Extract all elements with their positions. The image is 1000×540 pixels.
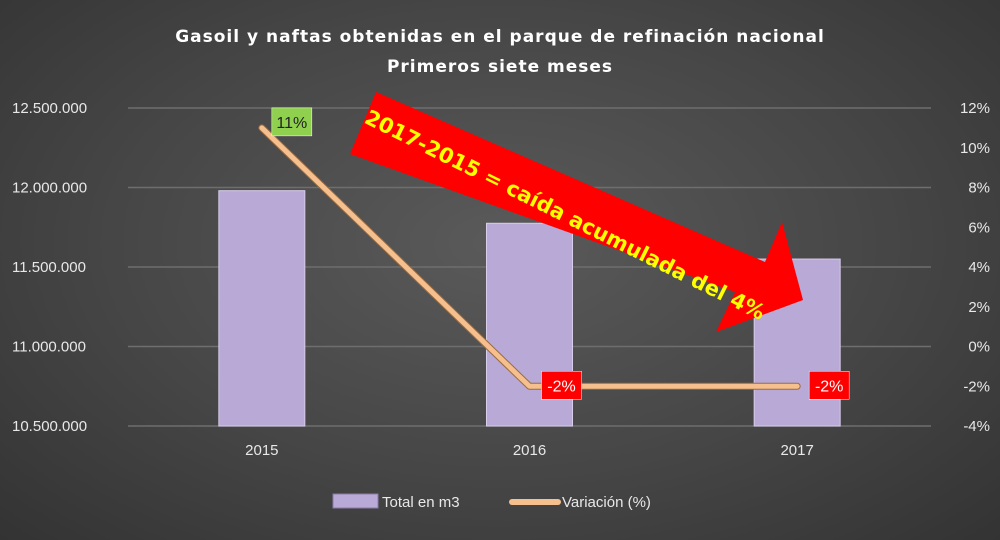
- right-axis-tick-label: 12%: [960, 100, 990, 117]
- bar-2015: [218, 190, 306, 427]
- right-axis-tick-label: -4%: [963, 418, 990, 435]
- variacion-line: [259, 125, 800, 389]
- chart-title-line1: Gasoil y naftas obtenidas en el parque d…: [175, 27, 825, 47]
- data-label: -2%: [547, 378, 575, 395]
- right-axis-tick-label: 4%: [968, 259, 990, 276]
- data-label: 11%: [276, 115, 307, 132]
- legend: Total en m3 Variación (%): [332, 493, 651, 511]
- x-axis-tick-label: 2017: [780, 442, 813, 459]
- left-axis-tick-label: 10.500.000: [12, 418, 87, 435]
- annotation-arrow: 2017-2015 = caída acumulada del 4%: [350, 92, 803, 332]
- legend-label-variacion: Variación (%): [562, 494, 651, 511]
- chart-title-line2: Primeros siete meses: [387, 57, 613, 77]
- left-axis-tick-label: 12.000.000: [12, 180, 87, 197]
- right-axis-tick-label: 10%: [960, 140, 990, 157]
- x-axis-tick-label: 2015: [245, 442, 278, 459]
- right-axis-tick-label: -2%: [963, 378, 990, 395]
- red-arrow-shape: [350, 92, 803, 332]
- right-axis-tick-label: 0%: [968, 339, 990, 356]
- legend-label-total: Total en m3: [382, 494, 460, 511]
- x-axis-tick-label: 2016: [513, 442, 546, 459]
- data-label-box: [808, 371, 850, 400]
- left-axis-tick-label: 12.500.000: [12, 100, 87, 117]
- left-axis-tick-label: 11.000.000: [12, 339, 86, 356]
- left-axis-tick-label: 11.500.000: [12, 259, 86, 276]
- right-axis-tick-label: 6%: [968, 219, 990, 236]
- right-axis-tick-label: 2%: [968, 299, 990, 316]
- data-label-box: [541, 371, 582, 400]
- data-label-box: [271, 107, 313, 137]
- right-axis-tick-label: 8%: [968, 180, 990, 197]
- legend-swatch-bar: [332, 493, 379, 509]
- data-label: -2%: [815, 378, 843, 395]
